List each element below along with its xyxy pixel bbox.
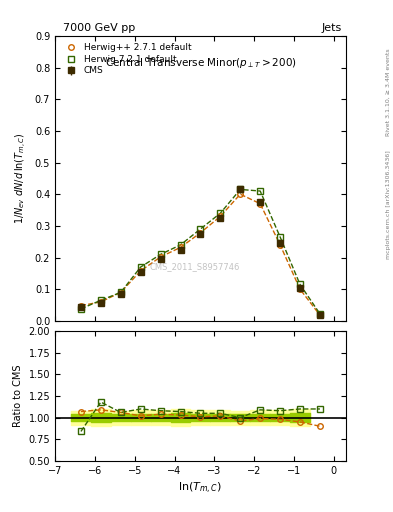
Herwig++ 2.7.1 default <box>118 289 123 295</box>
Herwig++ 2.7.1 default <box>238 191 242 197</box>
Herwig 7.2.1 default <box>278 234 283 240</box>
Herwig 7.2.1 default <box>218 210 223 216</box>
Text: CMS_2011_S8957746: CMS_2011_S8957746 <box>149 263 240 271</box>
Y-axis label: Ratio to CMS: Ratio to CMS <box>13 365 23 428</box>
Herwig++ 2.7.1 default <box>278 242 283 248</box>
Herwig++ 2.7.1 default <box>198 230 203 236</box>
Herwig 7.2.1 default <box>198 226 203 232</box>
Herwig++ 2.7.1 default <box>79 303 83 309</box>
Herwig 7.2.1 default <box>318 311 322 317</box>
Line: Herwig++ 2.7.1 default: Herwig++ 2.7.1 default <box>78 191 323 318</box>
Text: 7000 GeV pp: 7000 GeV pp <box>63 23 135 33</box>
Line: Herwig 7.2.1 default: Herwig 7.2.1 default <box>78 187 323 317</box>
Herwig 7.2.1 default <box>118 289 123 295</box>
X-axis label: $\ln(T_{m,C})$: $\ln(T_{m,C})$ <box>178 481 222 496</box>
Herwig++ 2.7.1 default <box>138 268 143 274</box>
Text: mcplots.cern.ch [arXiv:1306.3436]: mcplots.cern.ch [arXiv:1306.3436] <box>386 151 391 259</box>
Text: Jets: Jets <box>321 23 342 33</box>
Herwig++ 2.7.1 default <box>318 312 322 318</box>
Herwig 7.2.1 default <box>238 186 242 193</box>
Herwig++ 2.7.1 default <box>158 254 163 260</box>
Herwig++ 2.7.1 default <box>218 214 223 220</box>
Text: Central Transverse Minor($p_{\perp T} > 200$): Central Transverse Minor($p_{\perp T} > … <box>105 56 296 70</box>
Herwig++ 2.7.1 default <box>298 286 302 292</box>
Herwig++ 2.7.1 default <box>99 299 103 305</box>
Text: Rivet 3.1.10, ≥ 3.4M events: Rivet 3.1.10, ≥ 3.4M events <box>386 48 391 136</box>
Y-axis label: $1/N_{ev}\ dN/d\,\ln(T_{m,C})$: $1/N_{ev}\ dN/d\,\ln(T_{m,C})$ <box>14 133 29 224</box>
Herwig 7.2.1 default <box>178 242 183 248</box>
Herwig 7.2.1 default <box>298 282 302 288</box>
Herwig++ 2.7.1 default <box>258 201 263 207</box>
Herwig 7.2.1 default <box>99 297 103 304</box>
Herwig++ 2.7.1 default <box>178 244 183 250</box>
Herwig 7.2.1 default <box>258 188 263 194</box>
Herwig 7.2.1 default <box>138 264 143 270</box>
Legend: Herwig++ 2.7.1 default, Herwig 7.2.1 default, CMS: Herwig++ 2.7.1 default, Herwig 7.2.1 def… <box>59 40 194 78</box>
Herwig 7.2.1 default <box>158 251 163 258</box>
Herwig 7.2.1 default <box>79 306 83 312</box>
